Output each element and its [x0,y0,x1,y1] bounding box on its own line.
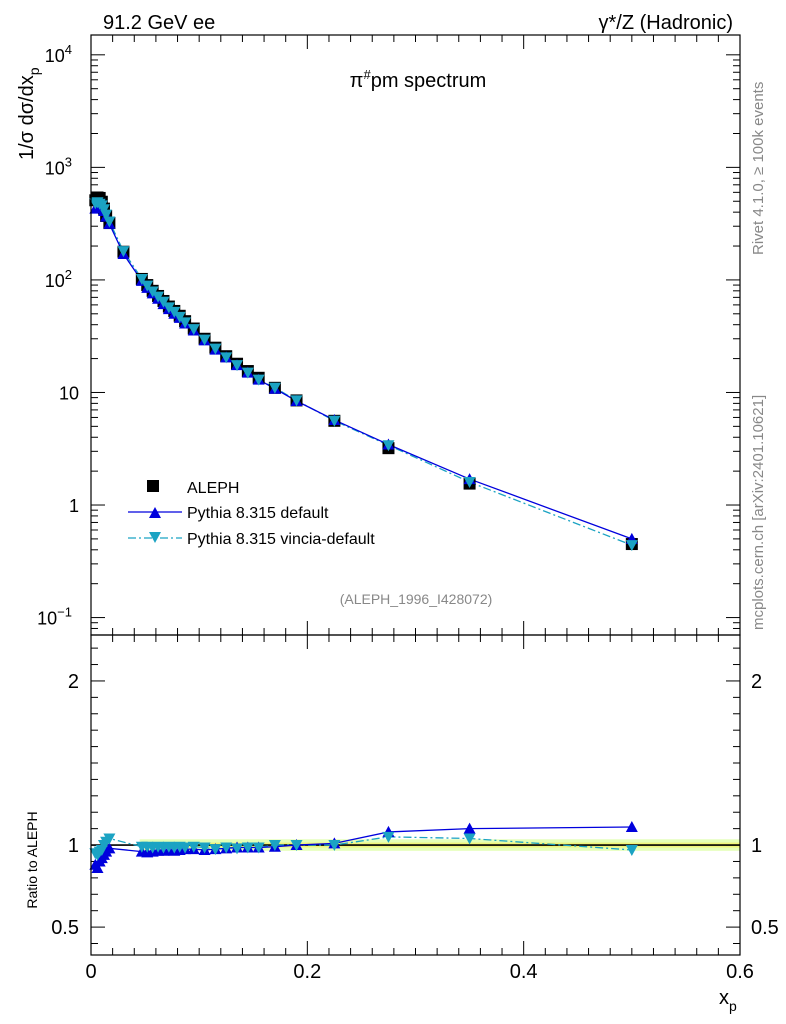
ratio-vincia-point [198,842,211,854]
x-axis-label: xp [719,987,737,1014]
ratio-data-layer [89,821,638,874]
ratio-y-tick-label: 2 [68,671,79,693]
process-title: γ*/Z (Hadronic) [599,12,733,34]
ratio-y-tick-label-right: 0.5 [751,917,779,939]
x-tick-labels: 0 0.2 0.4 0.6 [85,961,753,983]
vincia-point [231,360,244,372]
ratio-default-point [91,862,104,874]
energy-title: 91.2 GeV ee [103,12,215,34]
ratio-y-tick-label: 1 [68,835,79,857]
ratio-vincia-point [231,843,244,855]
main-y-label-sub: p [26,67,42,75]
mcplots-label: mcplots.cern.ch [arXiv:2401.10621] [750,395,767,630]
vincia-point [382,440,395,452]
legend-default-marker [149,507,161,518]
vincia-point [103,216,116,228]
vincia-point [220,352,233,364]
x-tick-label: 0.6 [726,961,754,983]
ratio-vincia-point [328,840,341,852]
legend-aleph-marker [147,480,159,492]
ratio-vincia-point [252,842,265,854]
y-tick-label: 102 [45,267,72,291]
vincia-point [179,317,192,329]
plot-title-rest: pm spectrum [371,70,487,92]
analysis-watermark: (ALEPH_1996_I428072) [340,591,493,607]
main-y-tick-labels: 10−1 1 10 102 103 104 [37,42,79,629]
y-tick-label: 10−1 [37,605,72,629]
y-tick-label: 103 [45,154,72,178]
ratio-y-label: Ratio to ALEPH [24,811,40,908]
plot-title: π#pm spectrum [350,67,487,92]
vincia-point [198,334,211,346]
vincia-point [290,395,303,407]
ratio-vincia-point [209,844,222,856]
ratio-y-tick-label-right: 2 [751,671,762,693]
ratio-default-point [625,821,638,832]
vincia-point [252,374,265,386]
rivet-label: Rivet 4.1.0, ≥ 100k events [750,82,767,255]
plot-title-main: π [350,70,364,92]
ratio-vincia-point [220,842,233,854]
vincia-point [135,273,148,285]
legend-aleph-label: ALEPH [187,480,239,497]
y-tick-label: 1 [69,496,79,516]
x-tick-label: 0.2 [293,961,321,983]
vincia-point [117,246,130,258]
legend-default-label: Pythia 8.315 default [187,505,329,522]
vincia-point [241,367,254,379]
main-y-label: 1/σ dσ/dxp [16,67,42,160]
legend: ALEPH Pythia 8.315 default Pythia 8.315 … [128,480,375,548]
ratio-vincia-point [382,831,395,843]
legend-vincia-label: Pythia 8.315 vincia-default [187,531,375,548]
ratio-vincia-point [463,833,476,845]
vincia-point [209,343,222,355]
ratio-default-point [103,842,116,854]
y-tick-label: 104 [45,42,72,66]
ratio-vincia-point [241,842,254,854]
ratio-axis-ticks [90,635,741,955]
vincia-line [95,201,633,546]
ratio-default-point [463,822,476,834]
vincia-point [268,382,281,394]
ratio-frame [90,634,741,956]
ratio-vincia-point [268,840,281,852]
ratio-y-tick-label-right: 1 [751,835,762,857]
ratio-vincia-point [187,841,200,853]
legend-vincia-marker [149,532,161,543]
default-line [95,205,633,540]
ratio-vincia-point [103,833,116,845]
x-tick-label: 0.4 [510,961,538,983]
y-tick-label: 10 [59,383,79,403]
vincia-point [328,415,341,427]
main-axis-ticks [90,35,741,636]
ratio-vincia-point [290,840,303,852]
ratio-vincia-point [179,842,192,854]
plot-title-sup: # [363,67,371,82]
vincia-point [100,209,113,221]
ratio-y-tick-label: 0.5 [51,917,79,939]
ratio-y-tick-labels: 0.5 0.5 1 1 2 2 [51,671,779,939]
vincia-point [157,296,170,308]
vincia-point [463,477,476,489]
main-y-label-text: 1/σ dσ/dx [16,75,38,160]
vincia-point [187,324,200,336]
x-axis-label-main: x [719,987,729,1009]
main-data-layer [89,191,638,552]
ratio-vincia-point [625,844,638,856]
x-tick-label: 0 [85,961,96,983]
vincia-point [625,540,638,552]
x-axis-label-sub: p [729,998,737,1014]
vincia-point [141,280,154,292]
